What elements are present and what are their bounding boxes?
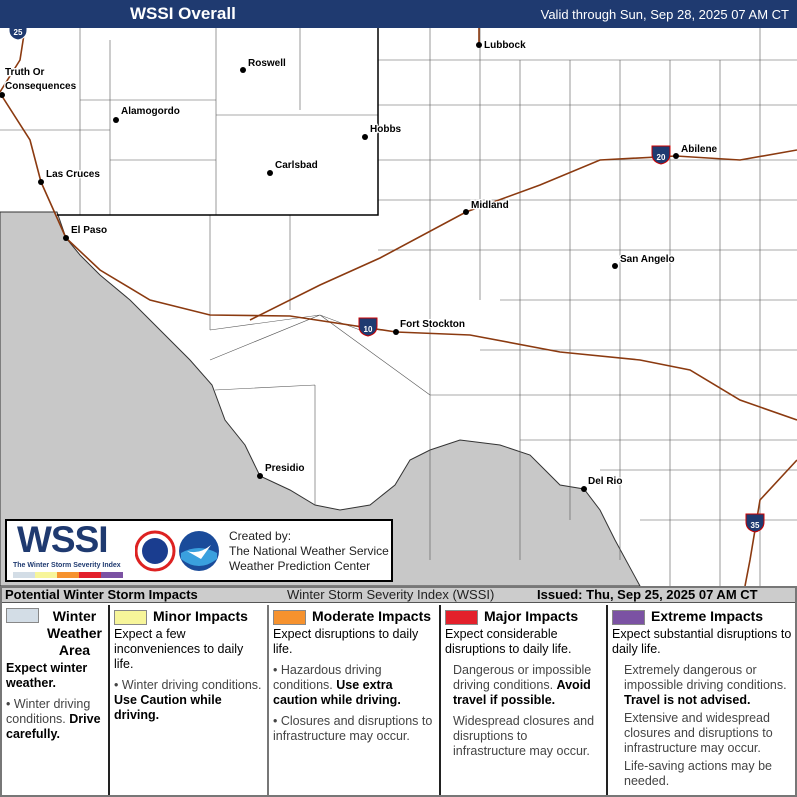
legend-header: Potential Winter Storm Impacts Winter St… <box>2 588 795 603</box>
issued-time: Issued: Thu, Sep 25, 2025 07 AM CT <box>537 587 758 602</box>
severity-color-bar <box>13 572 123 578</box>
interstate-25-shield: 25 <box>8 28 28 41</box>
city-label: Midland <box>471 200 509 211</box>
legend-winter-weather-area: Winter Weather Area Expect winter weathe… <box>6 608 102 741</box>
legend-major-impacts: Major Impacts Expect considerable disrup… <box>439 605 606 795</box>
city-label: Del Rio <box>588 476 622 487</box>
state-border <box>57 28 379 216</box>
header-bar: WSSI Overall Valid through Sun, Sep 28, … <box>0 0 797 28</box>
county-lines <box>0 28 797 586</box>
svg-text:20: 20 <box>657 153 666 162</box>
legend: Potential Winter Storm Impacts Winter St… <box>0 586 797 797</box>
interstate-10-shield: 10 <box>358 317 378 337</box>
legend-title: Potential Winter Storm Impacts <box>5 587 198 602</box>
city-label: Roswell <box>248 58 286 69</box>
city-label: Lubbock <box>484 40 526 51</box>
city-label: Carlsbad <box>275 160 318 171</box>
city-label: Consequences <box>5 81 77 92</box>
svg-text:25: 25 <box>14 28 23 37</box>
svg-text:10: 10 <box>364 325 373 334</box>
mexico-area <box>0 211 641 586</box>
created-by: Created by: The National Weather Service W… <box>229 529 389 573</box>
city-label: Presidio <box>265 463 304 474</box>
city-label: Fort Stockton <box>400 319 465 330</box>
logo-box: WSSI The Winter Storm Severity Index Cre… <box>5 519 393 582</box>
city-label: Alamogordo <box>121 106 180 117</box>
city-label: Hobbs <box>370 124 402 135</box>
interstate-20-shield: 20 <box>651 145 671 165</box>
city-label: Las Cruces <box>46 169 100 180</box>
map-title: WSSI Overall <box>130 4 236 23</box>
wssi-subtitle: The Winter Storm Severity Index <box>13 562 121 569</box>
roads <box>0 28 797 586</box>
legend-moderate-impacts: Moderate Impacts Expect disruptions to d… <box>267 605 439 795</box>
interstate-shields: 25 20 10 35 <box>8 28 765 533</box>
wssi-logo: WSSI <box>17 519 109 560</box>
interstate-35-shield: 35 <box>745 513 765 533</box>
index-name: Winter Storm Severity Index (WSSI) <box>287 587 495 602</box>
valid-through: Valid through Sun, Sep 28, 2025 07 AM CT <box>540 7 789 22</box>
legend-extreme-impacts: Extreme Impacts Expect substantial disru… <box>606 605 797 795</box>
svg-text:35: 35 <box>751 521 760 530</box>
map[interactable]: 25 20 10 35 Truth Or Consequences Roswell… <box>0 28 797 586</box>
city-label: El Paso <box>71 225 107 236</box>
city-label: San Angelo <box>620 254 675 265</box>
city-label: Truth Or <box>5 67 45 78</box>
legend-minor-impacts: Minor Impacts Expect a few inconvenience… <box>108 605 267 795</box>
city-label: Abilene <box>681 144 718 155</box>
nws-noaa-logos <box>135 530 219 572</box>
